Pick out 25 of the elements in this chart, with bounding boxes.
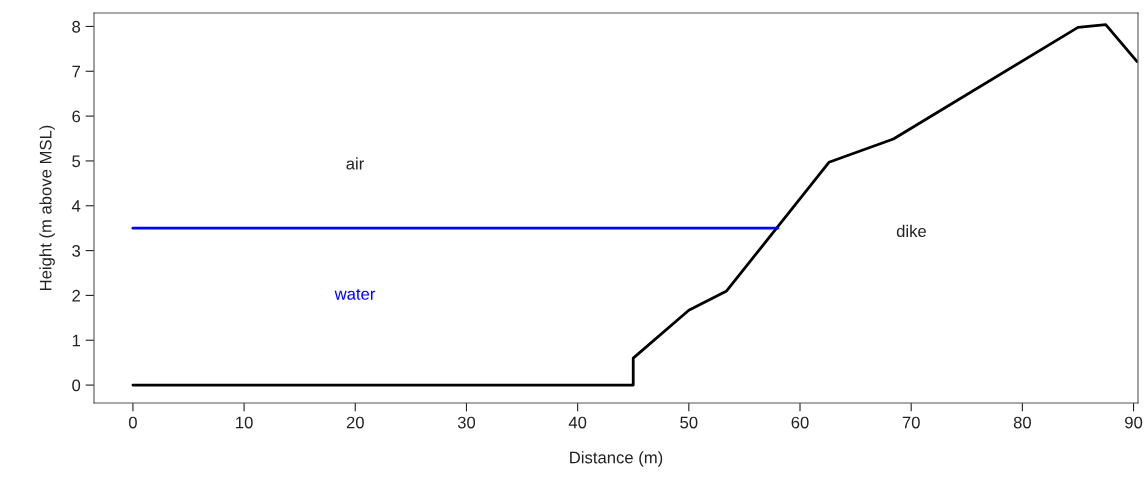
x-tick-label: 10 [236,416,253,429]
line-series [131,23,1138,387]
y-tick-label: 7 [72,65,80,78]
x-tick-label: 30 [457,416,476,429]
y-tick-label: 1 [72,334,80,347]
y-tick-label: 2 [72,289,80,302]
y-tick-label: 6 [72,110,81,123]
y-tick-label: 0 [72,379,81,392]
x-tick-label: 50 [680,416,698,429]
y-axis-title: Height (m above MSL) [39,125,55,290]
x-tick-label: 0 [128,416,137,429]
x-tick-label: 90 [1125,416,1143,429]
x-tick-label: 20 [346,416,364,429]
x-tick-label: 40 [568,416,587,429]
y-tick-label: 8 [72,20,81,33]
x-tick-label: 70 [902,416,920,429]
y-tick-label: 4 [71,200,81,212]
text: dike [896,224,926,238]
y-tick-label: 5 [72,155,81,168]
x-axis-title: Distance (m) [570,451,663,467]
annotation: air [346,157,364,170]
y-tick-label: 3 [72,244,81,257]
x-tick-label: 60 [791,416,809,429]
x-tick-label: 80 [1013,416,1031,429]
text: water [334,288,376,300]
